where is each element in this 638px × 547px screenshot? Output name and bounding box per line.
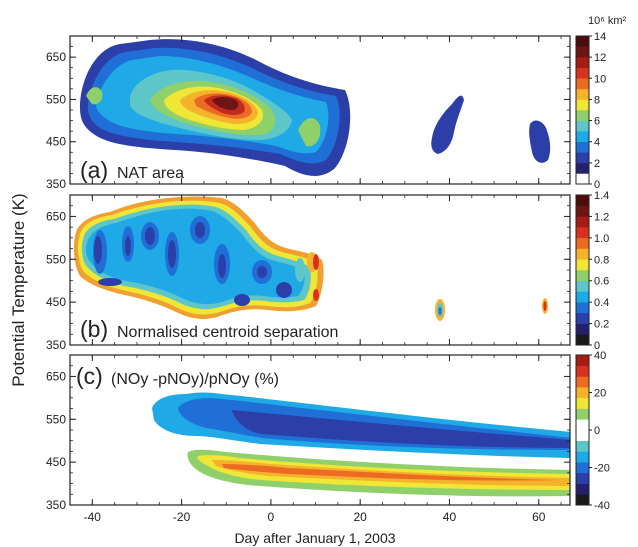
- y-tick-label: 550: [46, 92, 66, 106]
- colorbar-tick-label: 0: [594, 179, 600, 191]
- colorbar-swatch: [576, 216, 589, 228]
- colorbar-swatch: [576, 462, 589, 474]
- panel-a-title: NAT area: [117, 165, 184, 182]
- colorbar-swatch: [576, 494, 589, 506]
- colorbar-tick-label: 14: [594, 31, 606, 43]
- colorbar-swatch: [576, 334, 589, 346]
- colorbar-swatch: [576, 270, 589, 282]
- y-tick-label: 350: [46, 338, 66, 352]
- colorbar-swatch: [576, 430, 589, 442]
- y-tick-label: 550: [46, 252, 66, 266]
- y-tick-label: 650: [46, 209, 66, 223]
- colorbar-swatch: [576, 483, 589, 495]
- panel-b-title: Normalised centroid separation: [117, 324, 338, 341]
- colorbar-swatch: [576, 280, 589, 292]
- panel-c-letter: (c): [76, 363, 103, 389]
- colorbar-tick-label: 0.8: [594, 254, 609, 266]
- panel-a-letter: (a): [80, 157, 108, 183]
- y-axis-label: Potential Temperature (K): [9, 193, 28, 386]
- colorbar-swatch: [576, 376, 589, 388]
- y-tick-label: 450: [46, 455, 66, 469]
- colorbar-tick-label: 0.6: [594, 276, 609, 288]
- colorbar-swatch: [576, 397, 589, 409]
- colorbars: 0 2 4 6 8 10 12 14 0 0.2 0.4 0.6 0.8 1.0 1.2 1.4 -40 -20 0…: [575, 31, 610, 512]
- colorbar-swatch: [576, 195, 589, 207]
- colorbar-frame: [575, 35, 590, 185]
- colorbar-swatch: [576, 259, 589, 271]
- colorbar-tick-label: 20: [594, 388, 606, 400]
- colorbar-tick-label: 2: [594, 158, 600, 170]
- colorbar-swatch: [576, 67, 589, 79]
- y-tick-label: 350: [46, 177, 66, 191]
- panel-a-contours: [80, 39, 551, 176]
- x-tick-label: 0: [268, 510, 275, 524]
- colorbar-swatch: [576, 323, 589, 335]
- colorbar-swatch: [576, 162, 589, 174]
- colorbar-tick-label: 1.4: [594, 190, 609, 202]
- x-tick-label: -40: [84, 510, 102, 524]
- colorbar-tick-label: 4: [594, 137, 600, 149]
- y-tick-label: 350: [46, 498, 66, 512]
- colorbar-swatch: [576, 291, 589, 303]
- colorbar-swatch: [576, 205, 589, 217]
- colorbar-swatch: [576, 440, 589, 452]
- y-tick-label: 550: [46, 412, 66, 426]
- y-tick-label: 450: [46, 295, 66, 309]
- y-tick-label: 650: [46, 369, 66, 383]
- colorbar-tick-label: -20: [594, 463, 610, 475]
- colorbar-swatch: [576, 302, 589, 314]
- colorbar-tick-label: -40: [594, 500, 610, 512]
- colorbar-swatch: [576, 355, 589, 367]
- colorbar-swatch: [576, 120, 589, 132]
- colorbar-tick-label: 40: [594, 350, 606, 362]
- x-tick-label: -20: [173, 510, 191, 524]
- colorbar-swatch: [576, 110, 589, 121]
- colorbar-tick-label: 1.0: [594, 233, 609, 245]
- panel-b-contours: [73, 196, 548, 321]
- colorbar-tick-label: 1.2: [594, 211, 609, 223]
- colorbar-swatch: [576, 419, 589, 431]
- colorbar-tick-label: 8: [594, 94, 600, 106]
- colorbar-swatch: [576, 312, 589, 324]
- colorbar-swatch: [576, 88, 589, 100]
- panel-frames: 350 450 550 650 350 450 550 650 -40 -20 0 20 40 60 350…: [46, 35, 571, 524]
- panel-c-contours: [152, 392, 570, 497]
- x-tick-label: 20: [353, 510, 367, 524]
- x-axis-label: Day after January 1, 2003: [234, 530, 395, 546]
- colorbar-tick-label: 0.2: [594, 319, 609, 331]
- panel-b-letter: (b): [80, 316, 108, 342]
- panel-c-title: (NOy -pNOy)/pNOy (%): [111, 371, 279, 388]
- colorbar-tick-label: 0: [594, 340, 600, 352]
- colorbar-swatch: [576, 387, 589, 399]
- colorbar-frame: [575, 194, 590, 346]
- colorbar-tick-label: 10: [594, 73, 606, 85]
- colorbar-swatch: [576, 472, 589, 484]
- colorbar-swatch: [576, 78, 589, 90]
- colorbar-swatch: [576, 152, 589, 164]
- colorbar-tick-label: 0.4: [594, 297, 609, 309]
- colorbar-swatch: [576, 173, 589, 185]
- colorbar-swatch: [576, 365, 589, 377]
- colorbar-swatch: [576, 46, 589, 58]
- colorbar-tick-label: 0: [594, 425, 600, 437]
- x-tick-label: 60: [532, 510, 546, 524]
- colorbar-tick-label: 12: [594, 52, 606, 64]
- colorbar-tick-label: 6: [594, 116, 600, 128]
- colorbar-swatch: [576, 237, 589, 249]
- colorbar-a-unit: 10⁶ km²: [588, 15, 626, 27]
- colorbar-swatch: [576, 99, 589, 111]
- y-tick-label: 650: [46, 50, 66, 64]
- colorbar-swatch: [576, 57, 589, 69]
- colorbar-swatch: [576, 408, 589, 420]
- colorbar-swatch: [576, 141, 589, 153]
- colorbar-swatch: [576, 248, 589, 260]
- x-tick-label: 40: [443, 510, 457, 524]
- colorbar-swatch: [576, 36, 589, 47]
- colorbar-swatch: [576, 451, 589, 463]
- y-tick-label: 450: [46, 135, 66, 149]
- colorbar-swatch: [576, 131, 589, 143]
- colorbar-swatch: [576, 227, 589, 239]
